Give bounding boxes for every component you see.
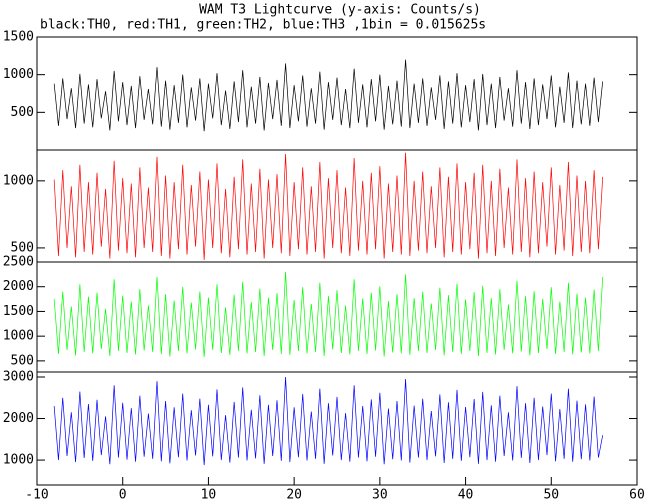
y-tick-label: 1000: [3, 329, 34, 344]
y-tick-label: 1000: [3, 453, 34, 468]
light-curve: [53, 152, 604, 261]
x-tick-label: 10: [201, 488, 217, 503]
y-tick-label: 1500: [3, 30, 34, 45]
light-curve: [53, 376, 604, 466]
x-tick-label: 50: [543, 488, 559, 503]
y-tick-label: 3000: [3, 369, 34, 384]
y-tick-label: 2500: [3, 255, 34, 270]
y-tick-label: 500: [11, 105, 34, 120]
chart-title: WAM T3 Lightcurve (y-axis: Counts/s): [199, 3, 481, 18]
panel-frame: [36, 371, 638, 486]
y-tick-label: 500: [11, 353, 34, 368]
x-tick-label: 20: [286, 488, 302, 503]
y-tick-label: 2000: [3, 279, 34, 294]
y-tick-label: 1500: [3, 304, 34, 319]
x-tick-label: 30: [372, 488, 388, 503]
y-tick-label: 1000: [3, 173, 34, 188]
chart-subtitle: black:TH0, red:TH1, green:TH2, blue:TH3 …: [40, 18, 486, 33]
x-tick-label: -10: [25, 488, 48, 503]
y-tick-label: 2000: [3, 411, 34, 426]
x-tick-label: 40: [458, 488, 474, 503]
light-curve: [53, 59, 604, 132]
light-curve: [53, 271, 604, 357]
x-tick-label: 0: [119, 488, 127, 503]
y-tick-label: 500: [11, 240, 34, 255]
x-tick-label: 60: [629, 488, 645, 503]
y-tick-label: 1000: [3, 67, 34, 82]
